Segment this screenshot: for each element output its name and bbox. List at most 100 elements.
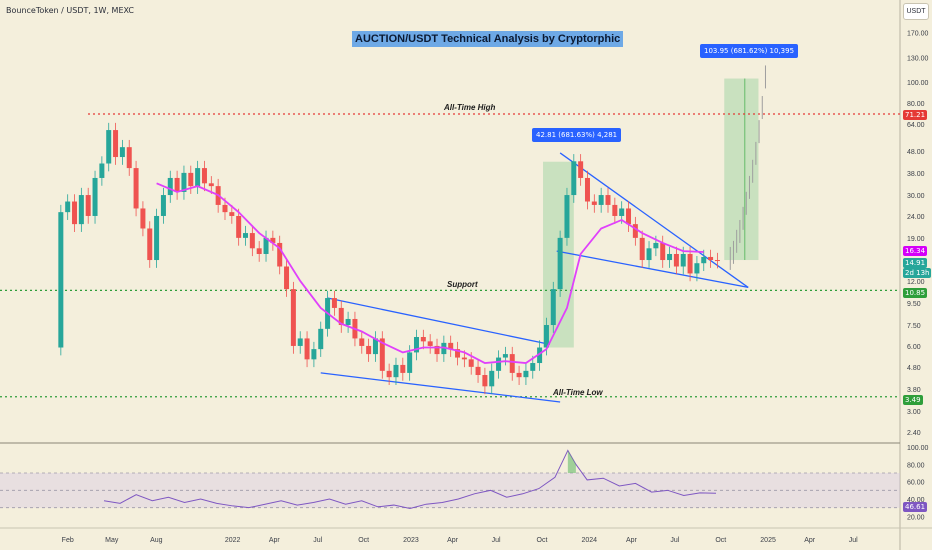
candle-body [701,256,707,264]
candle-body [304,338,310,360]
rsi-tick-label: 80.00 [907,462,925,469]
candle-body [359,338,365,346]
candle-body [530,363,536,371]
y-tick-label: 6.00 [907,344,921,351]
y-tick-label: 19.00 [907,236,925,243]
candle-body [256,248,262,254]
candle-body [612,204,618,216]
candle-body [160,195,166,216]
candle-body [229,212,235,216]
candle-body [284,266,290,290]
candle-body [318,328,324,350]
symbol-label: BounceToken / USDT, 1W, MEXC [6,6,134,15]
y-tick-label: 38.00 [907,171,925,178]
candle-body [413,337,419,353]
candle-body [680,253,686,267]
y-tick-label: 24.00 [907,214,925,221]
x-tick-label: Jul [670,537,679,544]
candle-body [537,347,543,364]
candle-body [660,242,666,261]
x-tick-label: Aug [150,537,163,544]
candle-body [65,201,71,213]
candle-body [167,177,173,196]
countdown-tag: 2d 13h [903,268,932,278]
candle-body [420,337,426,342]
currency-unit-button[interactable]: USDT [903,3,929,20]
candle-body [140,208,146,229]
candle-body [311,349,317,360]
candle-body [366,345,372,355]
candle-body [188,172,194,187]
rsi-line [103,449,717,510]
candle-body [154,215,160,261]
candle-body [297,338,303,346]
y-tick-label: 100.00 [907,80,929,87]
x-tick-label: Oct [358,537,369,544]
projection-box [724,78,759,261]
candle-body [489,370,495,387]
candle-body [598,195,604,205]
y-tick-label: 3.00 [907,409,921,416]
candle-body [626,208,632,225]
trendline [556,250,749,289]
candle-body [386,370,392,378]
candle-body [694,263,700,274]
candle-body [468,359,474,367]
candle-body [653,242,659,249]
y-tick-label: 170.00 [907,30,929,37]
candle-body [222,204,228,213]
candle-body [523,370,529,378]
candle-body [400,364,406,373]
trendline [320,372,561,403]
candle-body [434,345,440,355]
candle-body [543,325,549,348]
candle-body [243,233,249,238]
candle-body [181,172,187,192]
candle-body [619,208,625,216]
candle-body [372,338,378,355]
y-tick-label: 80.00 [907,101,925,108]
candle-body [92,177,98,216]
y-tick-label: 48.00 [907,149,925,156]
x-tick-label: 2025 [760,537,776,544]
candle-body [646,248,652,261]
atl-price-tag: 3.49 [903,395,923,405]
candle-body [687,253,693,274]
y-tick-label: 64.00 [907,122,925,129]
x-tick-label: May [105,537,119,544]
chart-title: AUCTION/USDT Technical Analysis by Crypt… [352,31,624,47]
candle-body [502,354,508,358]
x-tick-label: Oct [715,537,726,544]
candle-body [126,147,132,169]
candle-body [708,256,714,261]
candle-body [174,177,180,192]
candle-body [461,357,467,360]
x-tick-label: Jul [313,537,322,544]
y-tick-label: 30.00 [907,193,925,200]
candle-body [113,130,119,158]
x-tick-label: 2023 [403,537,419,544]
rsi-tick-label: 100.00 [907,445,929,452]
atl-annotation: All-Time Low [553,388,603,397]
ath-annotation: All-Time High [444,103,496,112]
y-tick-label: 130.00 [907,56,929,63]
candle-body [448,342,454,350]
ma-price-tag: 16.34 [903,246,928,256]
ath-price-tag: 71.21 [903,110,928,120]
candle-body [85,195,91,216]
candle-body [201,168,207,184]
support-price-tag: 10.85 [903,288,928,298]
candle-body [550,289,556,326]
x-tick-label: Apr [804,537,816,544]
candle-body [639,237,645,261]
y-tick-label: 9.50 [907,301,921,308]
candle-body [714,260,720,262]
rsi-tick-label: 60.00 [907,480,925,487]
y-tick-label: 7.50 [907,323,921,330]
y-tick-label: 4.80 [907,365,921,372]
candle-body [331,298,337,308]
candle-body [455,349,461,358]
y-tick-label: 2.40 [907,430,921,437]
